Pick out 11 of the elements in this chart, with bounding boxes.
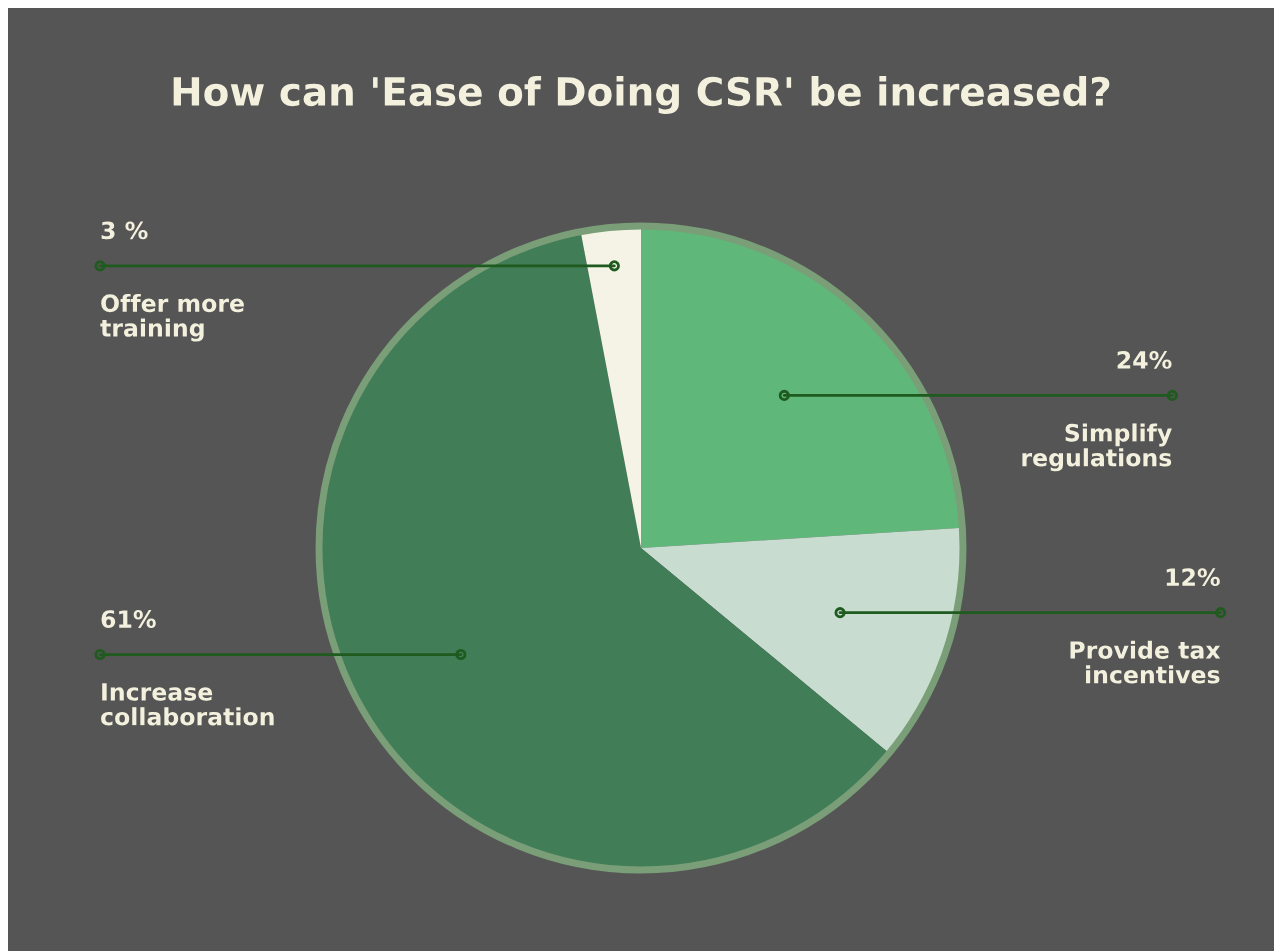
data-label: 61%	[101, 610, 156, 628]
pie-slice	[580, 226, 641, 548]
slice-label: Increase collaboration	[101, 683, 274, 726]
data-label: 24%	[1117, 350, 1172, 369]
slice-label: Simplify regulations	[1022, 423, 1172, 472]
slice-label: Provide tax incentives	[1070, 640, 1221, 684]
slice-label: Offer more training	[100, 293, 244, 342]
data-label: 3 %	[101, 221, 148, 240]
data-label: 12%	[1166, 568, 1220, 587]
chart-title: How can 'Ease of Doing CSR' be increased?	[173, 76, 1110, 114]
pie-slice	[641, 527, 963, 754]
